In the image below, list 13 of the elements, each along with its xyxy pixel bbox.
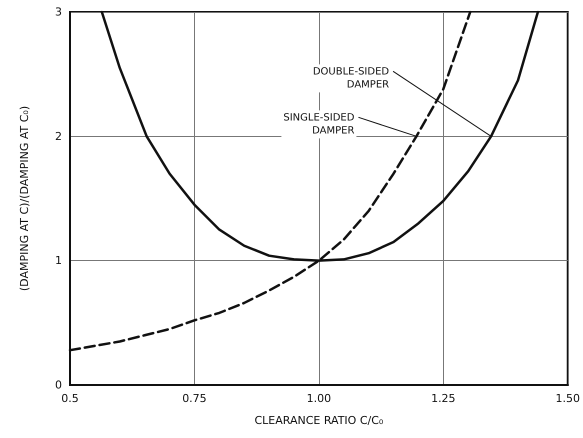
y-tick-label: 1	[55, 254, 62, 268]
x-tick-label: 1.50	[556, 392, 580, 405]
y-tick-label: 3	[55, 6, 62, 18]
annotation: SINGLE-SIDED DAMPER	[283, 112, 355, 136]
x-tick-label: 0.5	[61, 392, 79, 405]
annotation: DOUBLE-SIDED DAMPER	[312, 66, 390, 90]
x-tick-label: 0.75	[182, 392, 207, 405]
y-tick-label: 0	[55, 378, 62, 392]
y-tick-label: 2	[55, 130, 62, 143]
x-tick-label: 1.25	[431, 392, 456, 405]
x-tick-label: 1.00	[306, 392, 332, 405]
x-axis-title: CLEARANCE RATIO C/C₀	[254, 414, 384, 427]
y-axis-title: (DAMPING AT C)/(DAMPING AT C₀)	[18, 106, 31, 292]
